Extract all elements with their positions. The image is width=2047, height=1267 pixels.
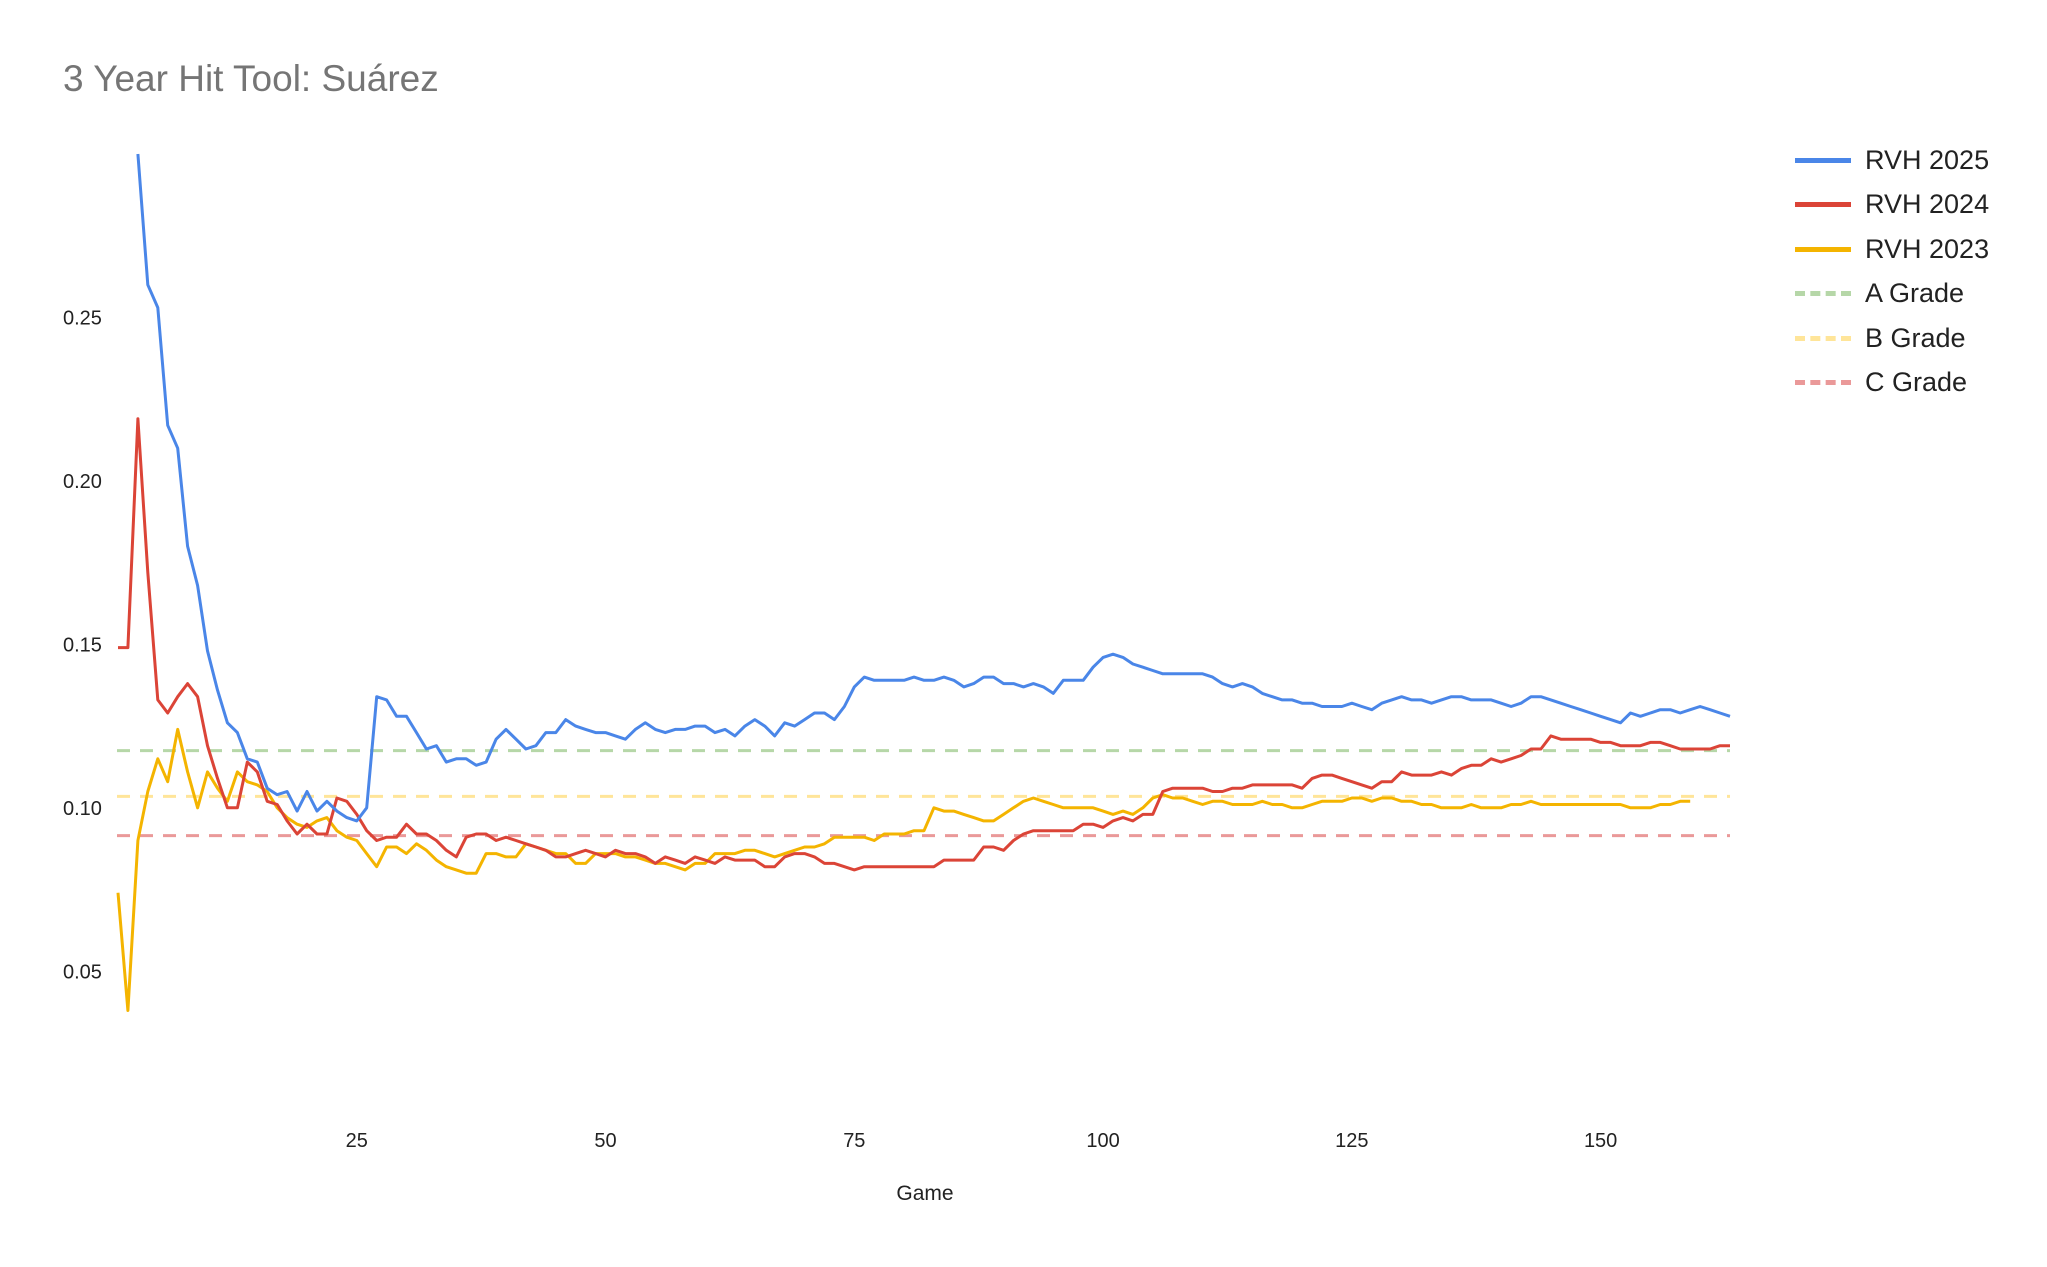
x-axis-ticks: 25 50 75 100 125 150 xyxy=(346,1130,1618,1152)
legend-item-a-grade: A Grade xyxy=(1795,272,1989,317)
legend-item-rvh-2024: RVH 2024 xyxy=(1795,183,1989,228)
legend-swatch xyxy=(1795,335,1851,341)
reference-lines xyxy=(117,749,1730,838)
legend-item-b-grade: B Grade xyxy=(1795,316,1989,361)
y-axis-ticks: 0.05 0.10 0.15 0.20 0.25 xyxy=(63,307,102,983)
legend-swatch xyxy=(1795,202,1851,208)
x-tick-label: 75 xyxy=(843,1130,865,1152)
x-tick-label: 100 xyxy=(1086,1130,1119,1152)
legend-item-c-grade: C Grade xyxy=(1795,361,1989,406)
legend-label: RVH 2024 xyxy=(1865,189,1990,220)
y-tick-label: 0.25 xyxy=(63,307,102,329)
y-tick-label: 0.10 xyxy=(63,798,102,820)
y-tick-label: 0.20 xyxy=(63,471,102,493)
y-tick-label: 0.05 xyxy=(63,961,102,983)
series-line-rvh-2024 xyxy=(118,417,1730,872)
x-axis-label: Game xyxy=(896,1182,953,1205)
legend-label: C Grade xyxy=(1865,367,1968,398)
legend-label: RVH 2023 xyxy=(1865,233,1990,264)
legend-label: B Grade xyxy=(1865,322,1966,353)
legend-swatch xyxy=(1795,380,1851,386)
legend-label: A Grade xyxy=(1865,278,1965,309)
legend-label: RVH 2025 xyxy=(1865,144,1990,175)
series-line-rvh-2023 xyxy=(116,727,1691,1012)
series-line-rvh-2025 xyxy=(136,153,1731,823)
y-tick-label: 0.15 xyxy=(63,634,102,656)
legend-swatch xyxy=(1795,291,1851,297)
legend-item-rvh-2023: RVH 2023 xyxy=(1795,227,1989,272)
series-lines xyxy=(116,153,1731,1012)
x-tick-label: 150 xyxy=(1584,1130,1617,1152)
chart-legend: RVH 2025 RVH 2024 RVH 2023 A Grade B Grade C … xyxy=(1795,138,1989,405)
x-tick-label: 125 xyxy=(1335,1130,1368,1152)
chart-title: 3 Year Hit Tool: Suárez xyxy=(63,58,439,99)
x-tick-label: 25 xyxy=(346,1130,368,1152)
x-tick-label: 50 xyxy=(594,1130,616,1152)
legend-swatch xyxy=(1795,157,1851,163)
legend-swatch xyxy=(1795,246,1851,252)
legend-item-rvh-2025: RVH 2025 xyxy=(1795,138,1989,183)
